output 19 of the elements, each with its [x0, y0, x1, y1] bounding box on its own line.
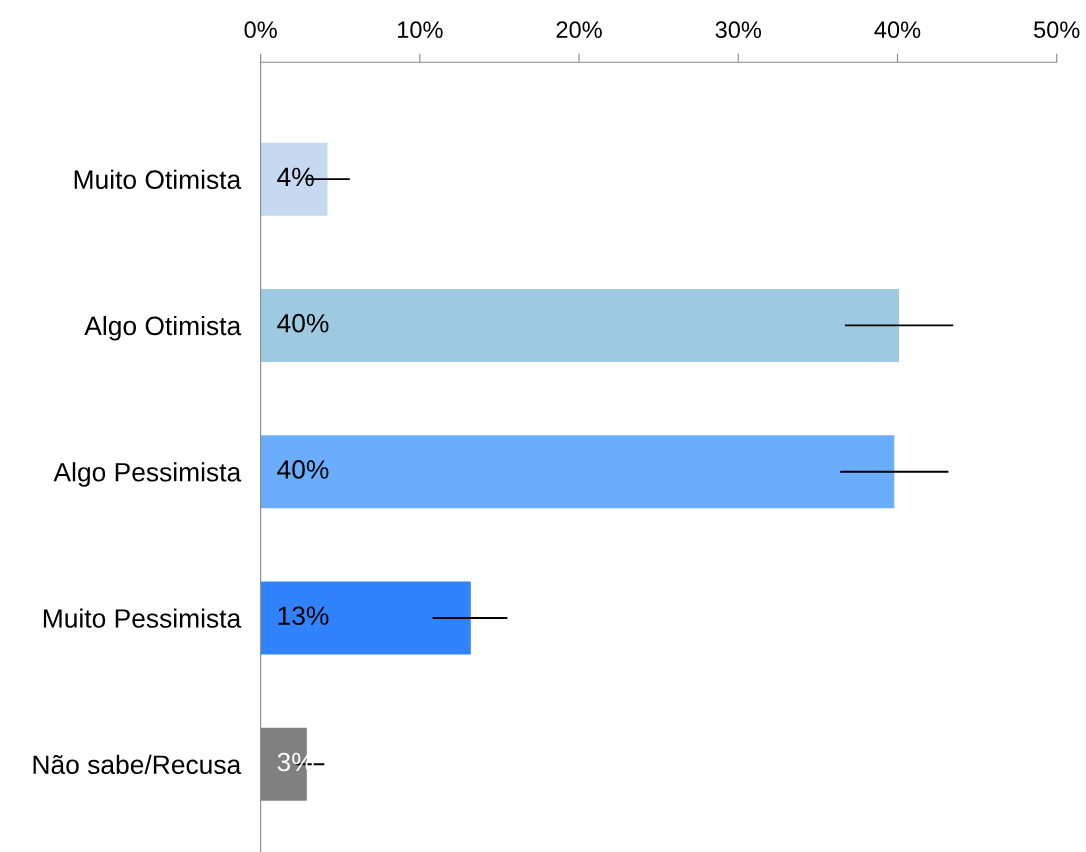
y-tick-label: Não sabe/Recusa	[33, 754, 242, 775]
x-tick-label: 40%	[874, 21, 921, 39]
y-tick-label: Algo Otimista	[84, 315, 242, 341]
data-label: 13%	[278, 606, 329, 626]
y-tick-label: Muito Pessimista	[43, 608, 242, 628]
data-label: 40%	[277, 460, 329, 479]
data-label: 4%	[277, 167, 314, 187]
bar	[260, 435, 895, 509]
x-tick-label: 0%	[244, 21, 277, 39]
x-tick-label: 10%	[398, 21, 443, 39]
y-tick-label: Algo Pessimista	[53, 462, 242, 487]
x-tick-label: 20%	[556, 21, 602, 39]
x-tick-label: 50%	[1033, 21, 1080, 39]
bar	[260, 142, 328, 216]
x-tick-label: 30%	[715, 21, 762, 39]
data-label: 40%	[277, 313, 329, 333]
bar	[260, 581, 471, 655]
bar	[260, 288, 900, 363]
y-tick-label: Muito Otimista	[74, 169, 242, 190]
